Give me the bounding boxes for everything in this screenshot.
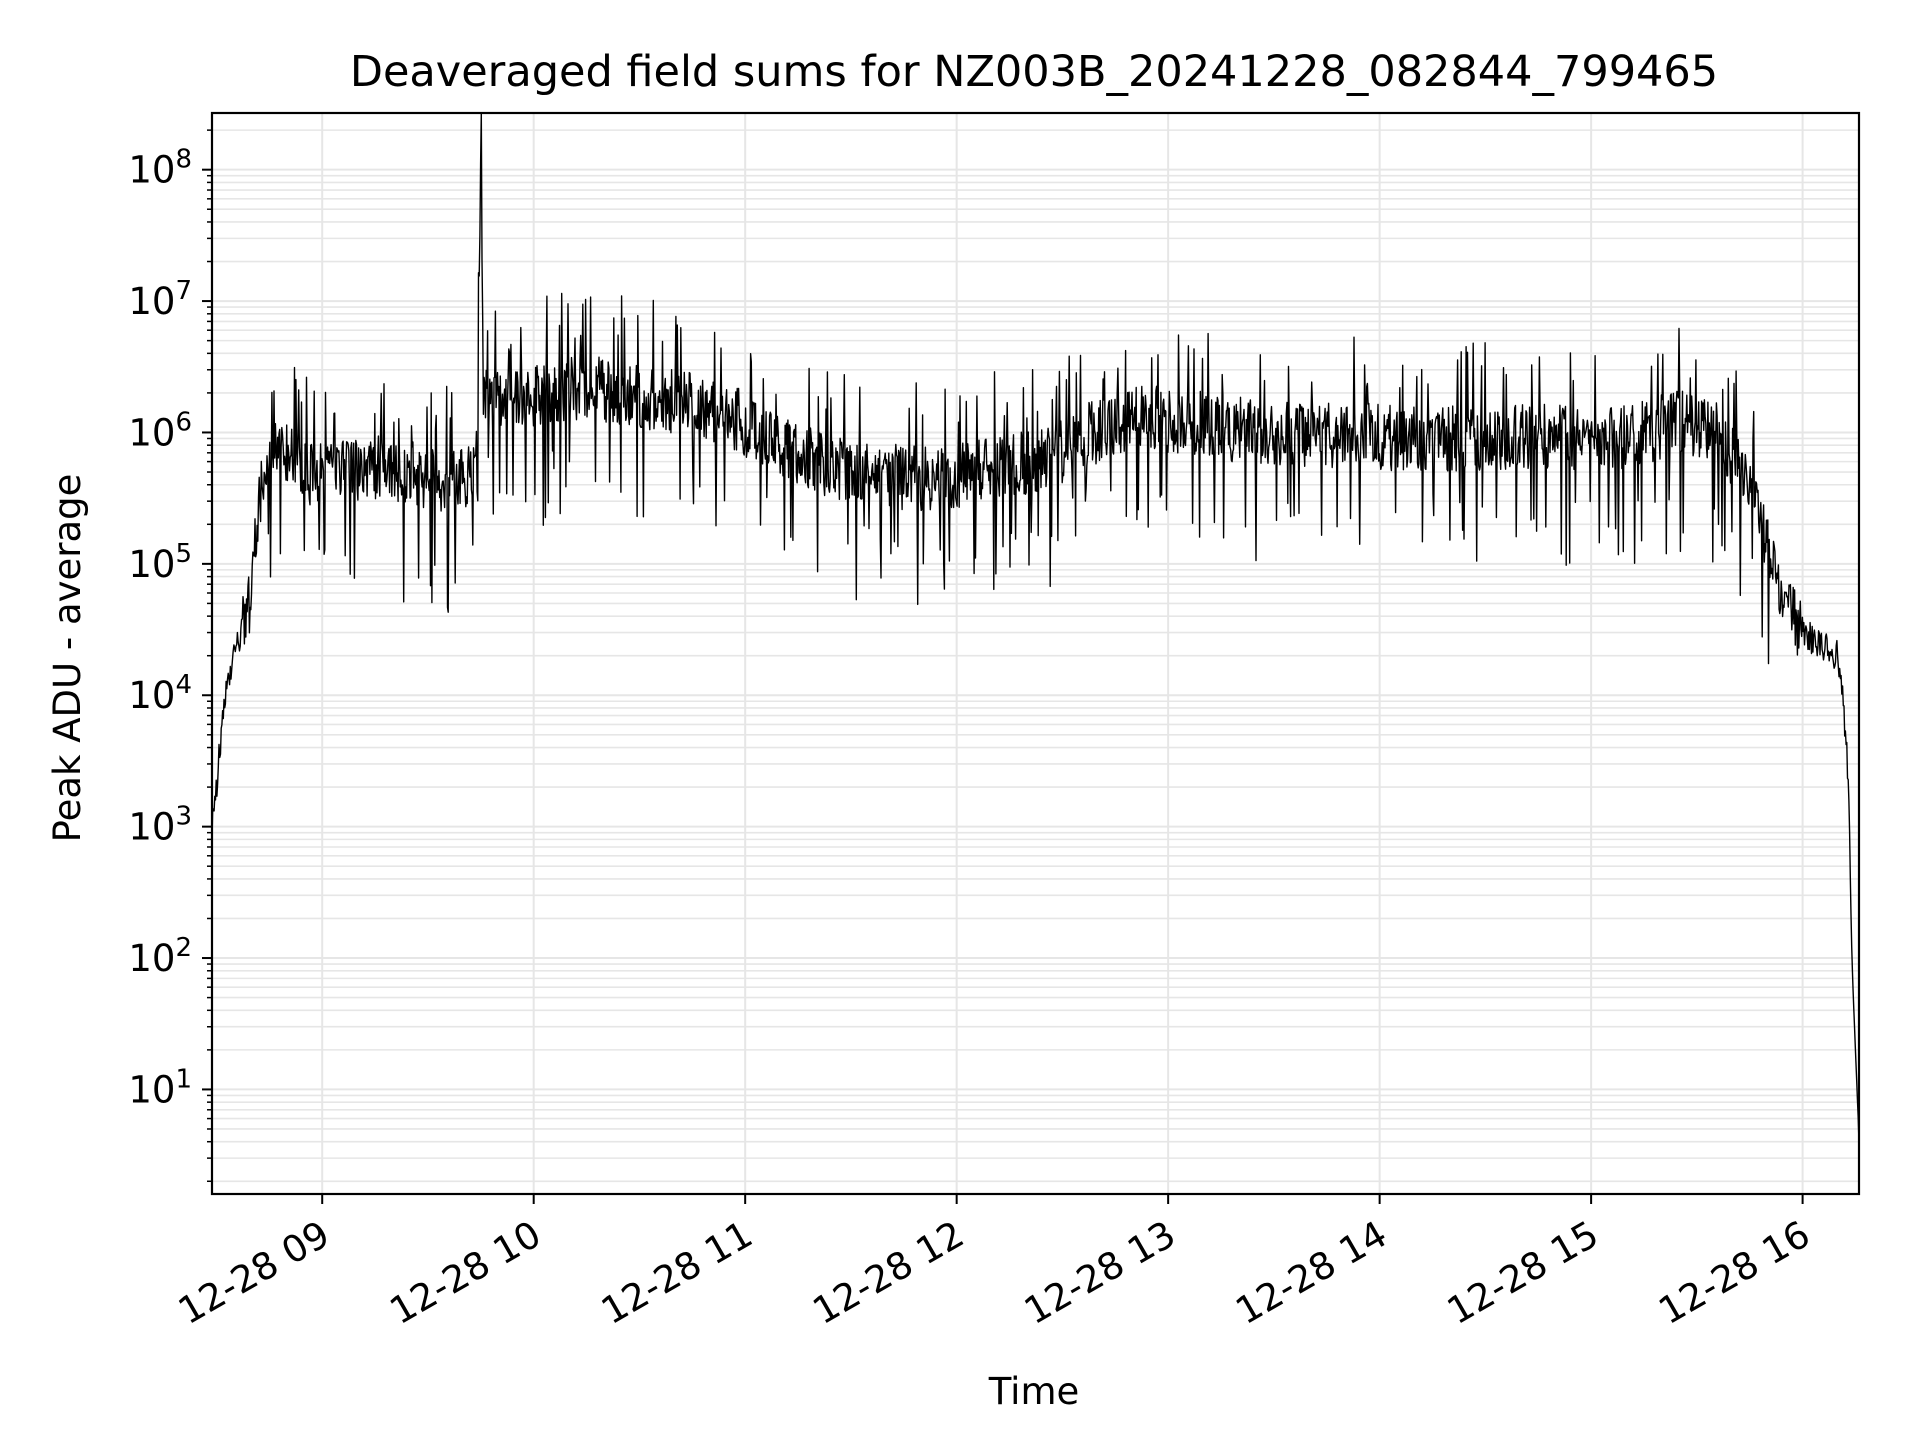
plot-area-frame bbox=[210, 111, 1861, 1196]
chart-title: Deaveraged field sums for NZ003B_2024122… bbox=[350, 47, 1718, 97]
x-axis-label: Time bbox=[988, 1370, 1080, 1413]
y-tick-label: 108 bbox=[128, 145, 192, 192]
grid-layer bbox=[212, 113, 1859, 1194]
y-axis-ticks: 101 102 103 104 105 106 107 108 bbox=[128, 129, 212, 1183]
series-line bbox=[211, 112, 1860, 1137]
y-tick-label: 107 bbox=[128, 276, 192, 323]
y-axis-label: Peak ADU - average bbox=[46, 474, 89, 843]
y-tick-label: 104 bbox=[128, 670, 192, 717]
y-tick-label: 102 bbox=[128, 933, 192, 980]
y-tick-label: 105 bbox=[128, 539, 192, 586]
y-tick-label: 103 bbox=[128, 802, 192, 849]
y-tick-label: 101 bbox=[128, 1064, 192, 1111]
series-layer bbox=[211, 112, 1860, 1137]
y-tick-label: 106 bbox=[128, 407, 192, 454]
